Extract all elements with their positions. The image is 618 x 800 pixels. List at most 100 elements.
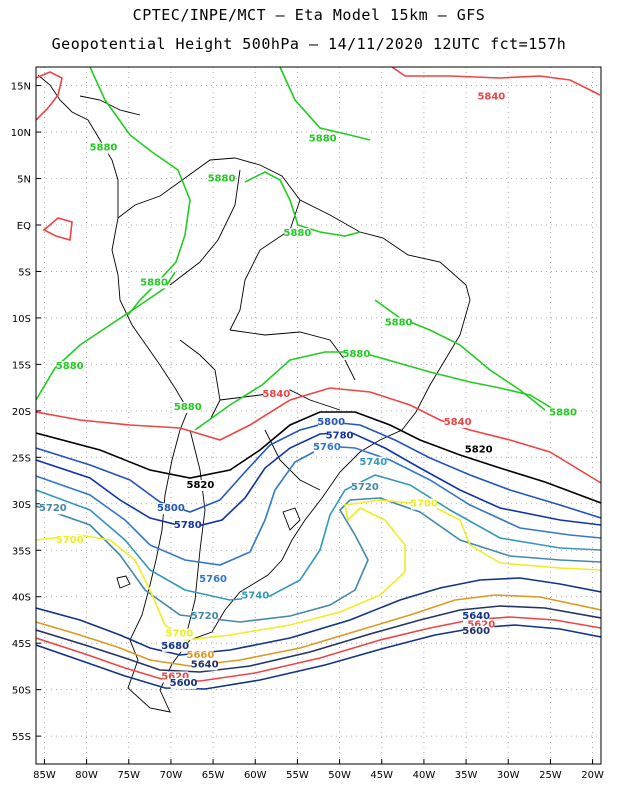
lat-tick-label: 40S — [12, 593, 31, 604]
contour-label-bg — [187, 479, 214, 491]
lat-tick-label: 10N — [11, 128, 31, 139]
contour-label: 5600 — [170, 678, 198, 689]
contour-label-bg — [318, 416, 345, 428]
contour-label-bg — [385, 317, 412, 329]
lat-tick-label: 20S — [12, 407, 31, 418]
lat-tick-label: 5S — [18, 267, 31, 278]
contour-label: 5880 — [309, 133, 337, 144]
height-contours — [36, 67, 601, 690]
axis-ticks: 85W 80W 75W 70W 65W 60W 55W 50W 45W 40W 35W 30W 25W 2… — [11, 82, 604, 781]
contour-label-bg — [410, 498, 437, 510]
coastline — [37, 74, 471, 713]
contour-5740 — [36, 474, 601, 601]
contour-label: 5720 — [191, 611, 219, 622]
contour-label: 5620 — [161, 671, 189, 682]
contour-label: 5880 — [90, 143, 118, 154]
contour-label: 5820 — [465, 445, 493, 456]
lon-tick-label: 40W — [413, 770, 436, 781]
contour-5800 — [36, 421, 601, 519]
contour-label-bg — [191, 659, 218, 671]
contour-5880-south — [36, 271, 176, 401]
contour-label: 5780 — [174, 520, 202, 531]
map-title-line2: Geopotential Height 500hPa — 14/11/2020 … — [51, 35, 567, 53]
contour-label-bg — [242, 590, 269, 602]
contour-label-bg — [191, 611, 218, 623]
contour-5880-guiana — [279, 67, 371, 141]
lat-tick-label: 10S — [12, 314, 31, 325]
lon-tick-label: 50W — [328, 770, 351, 781]
contour-5840-north — [36, 71, 63, 121]
contour-label-bg — [343, 348, 370, 360]
contour-label-bg — [351, 481, 378, 493]
lon-tick-label: 25W — [539, 770, 562, 781]
lon-tick-label: 70W — [160, 770, 183, 781]
contour-label-bg — [39, 503, 66, 515]
contour-label-bg — [309, 133, 336, 145]
contour-5680 — [36, 577, 601, 656]
contour-label: 5740 — [241, 591, 269, 602]
contour-label-bg — [141, 277, 168, 289]
lat-tick-label: EQ — [17, 221, 31, 232]
contour-label-bg — [463, 611, 490, 623]
contour-label-bg — [174, 519, 201, 531]
contour-label-bg — [468, 619, 495, 631]
contour-label-bg — [284, 228, 311, 240]
contour-label: 5640 — [191, 659, 219, 670]
contour-label: 5600 — [462, 626, 490, 637]
contour-label-bg — [166, 628, 193, 640]
contour-5700 — [36, 499, 601, 641]
contour-5880-brazil — [194, 351, 566, 431]
contour-5820 — [36, 411, 601, 504]
lon-tick-label: 30W — [497, 770, 520, 781]
contour-label: 5880 — [385, 317, 413, 328]
lat-tick-label: 55S — [12, 732, 31, 743]
contour-label-bg — [444, 416, 471, 428]
contour-label-bg — [90, 142, 117, 154]
contour-label-bg — [56, 361, 83, 373]
lon-tick-label: 55W — [286, 770, 309, 781]
contour-label-bg — [313, 441, 340, 453]
contour-label: 5640 — [462, 611, 490, 622]
contour-label: 5620 — [467, 619, 495, 630]
lon-tick-label: 45W — [370, 770, 393, 781]
contour-label-bg — [162, 640, 189, 652]
contour-5840-eq — [42, 217, 73, 242]
contour-5760 — [36, 445, 601, 566]
lat-tick-label: 50S — [12, 686, 31, 697]
contour-label-bg — [187, 650, 214, 662]
lon-tick-label: 20W — [581, 770, 604, 781]
contour-label-bg — [360, 456, 387, 468]
contour-label: 5880 — [549, 408, 577, 419]
contour-label: 5880 — [140, 277, 168, 288]
contour-5660 — [36, 594, 601, 667]
contour-label: 5780 — [326, 431, 354, 442]
contour-label-bg — [463, 625, 490, 637]
contour-label: 5880 — [208, 173, 236, 184]
lon-tick-label: 85W — [33, 770, 56, 781]
contour-5840 — [36, 387, 601, 484]
contour-label: 5700 — [410, 499, 438, 510]
contour-label-bg — [162, 671, 189, 683]
contour-label: 5700 — [56, 535, 84, 546]
contour-label: 5880 — [343, 349, 371, 360]
contour-label: 5720 — [39, 503, 67, 514]
lon-tick-label: 60W — [244, 770, 267, 781]
contour-label: 5880 — [283, 228, 311, 239]
lat-tick-label: 5N — [17, 175, 31, 186]
contour-label: 5880 — [174, 402, 202, 413]
contour-labels: 5840 5880 5880 5880 5880 5880 5880 5880 5880 5880… — [39, 91, 577, 689]
contour-label-bg — [208, 173, 235, 185]
contour-label: 5820 — [187, 480, 215, 491]
contour-label: 5720 — [351, 482, 379, 493]
contour-label-bg — [170, 677, 197, 689]
contour-label: 5760 — [199, 574, 227, 585]
contour-label-bg — [465, 444, 492, 456]
lat-tick-label: 15S — [12, 360, 31, 371]
lat-tick-label: 30S — [12, 500, 31, 511]
contour-label-bg — [326, 430, 353, 442]
map-frame — [35, 66, 602, 765]
contour-label: 5840 — [444, 417, 472, 428]
contour-5720 — [36, 497, 601, 623]
contour-5620 — [36, 616, 601, 682]
